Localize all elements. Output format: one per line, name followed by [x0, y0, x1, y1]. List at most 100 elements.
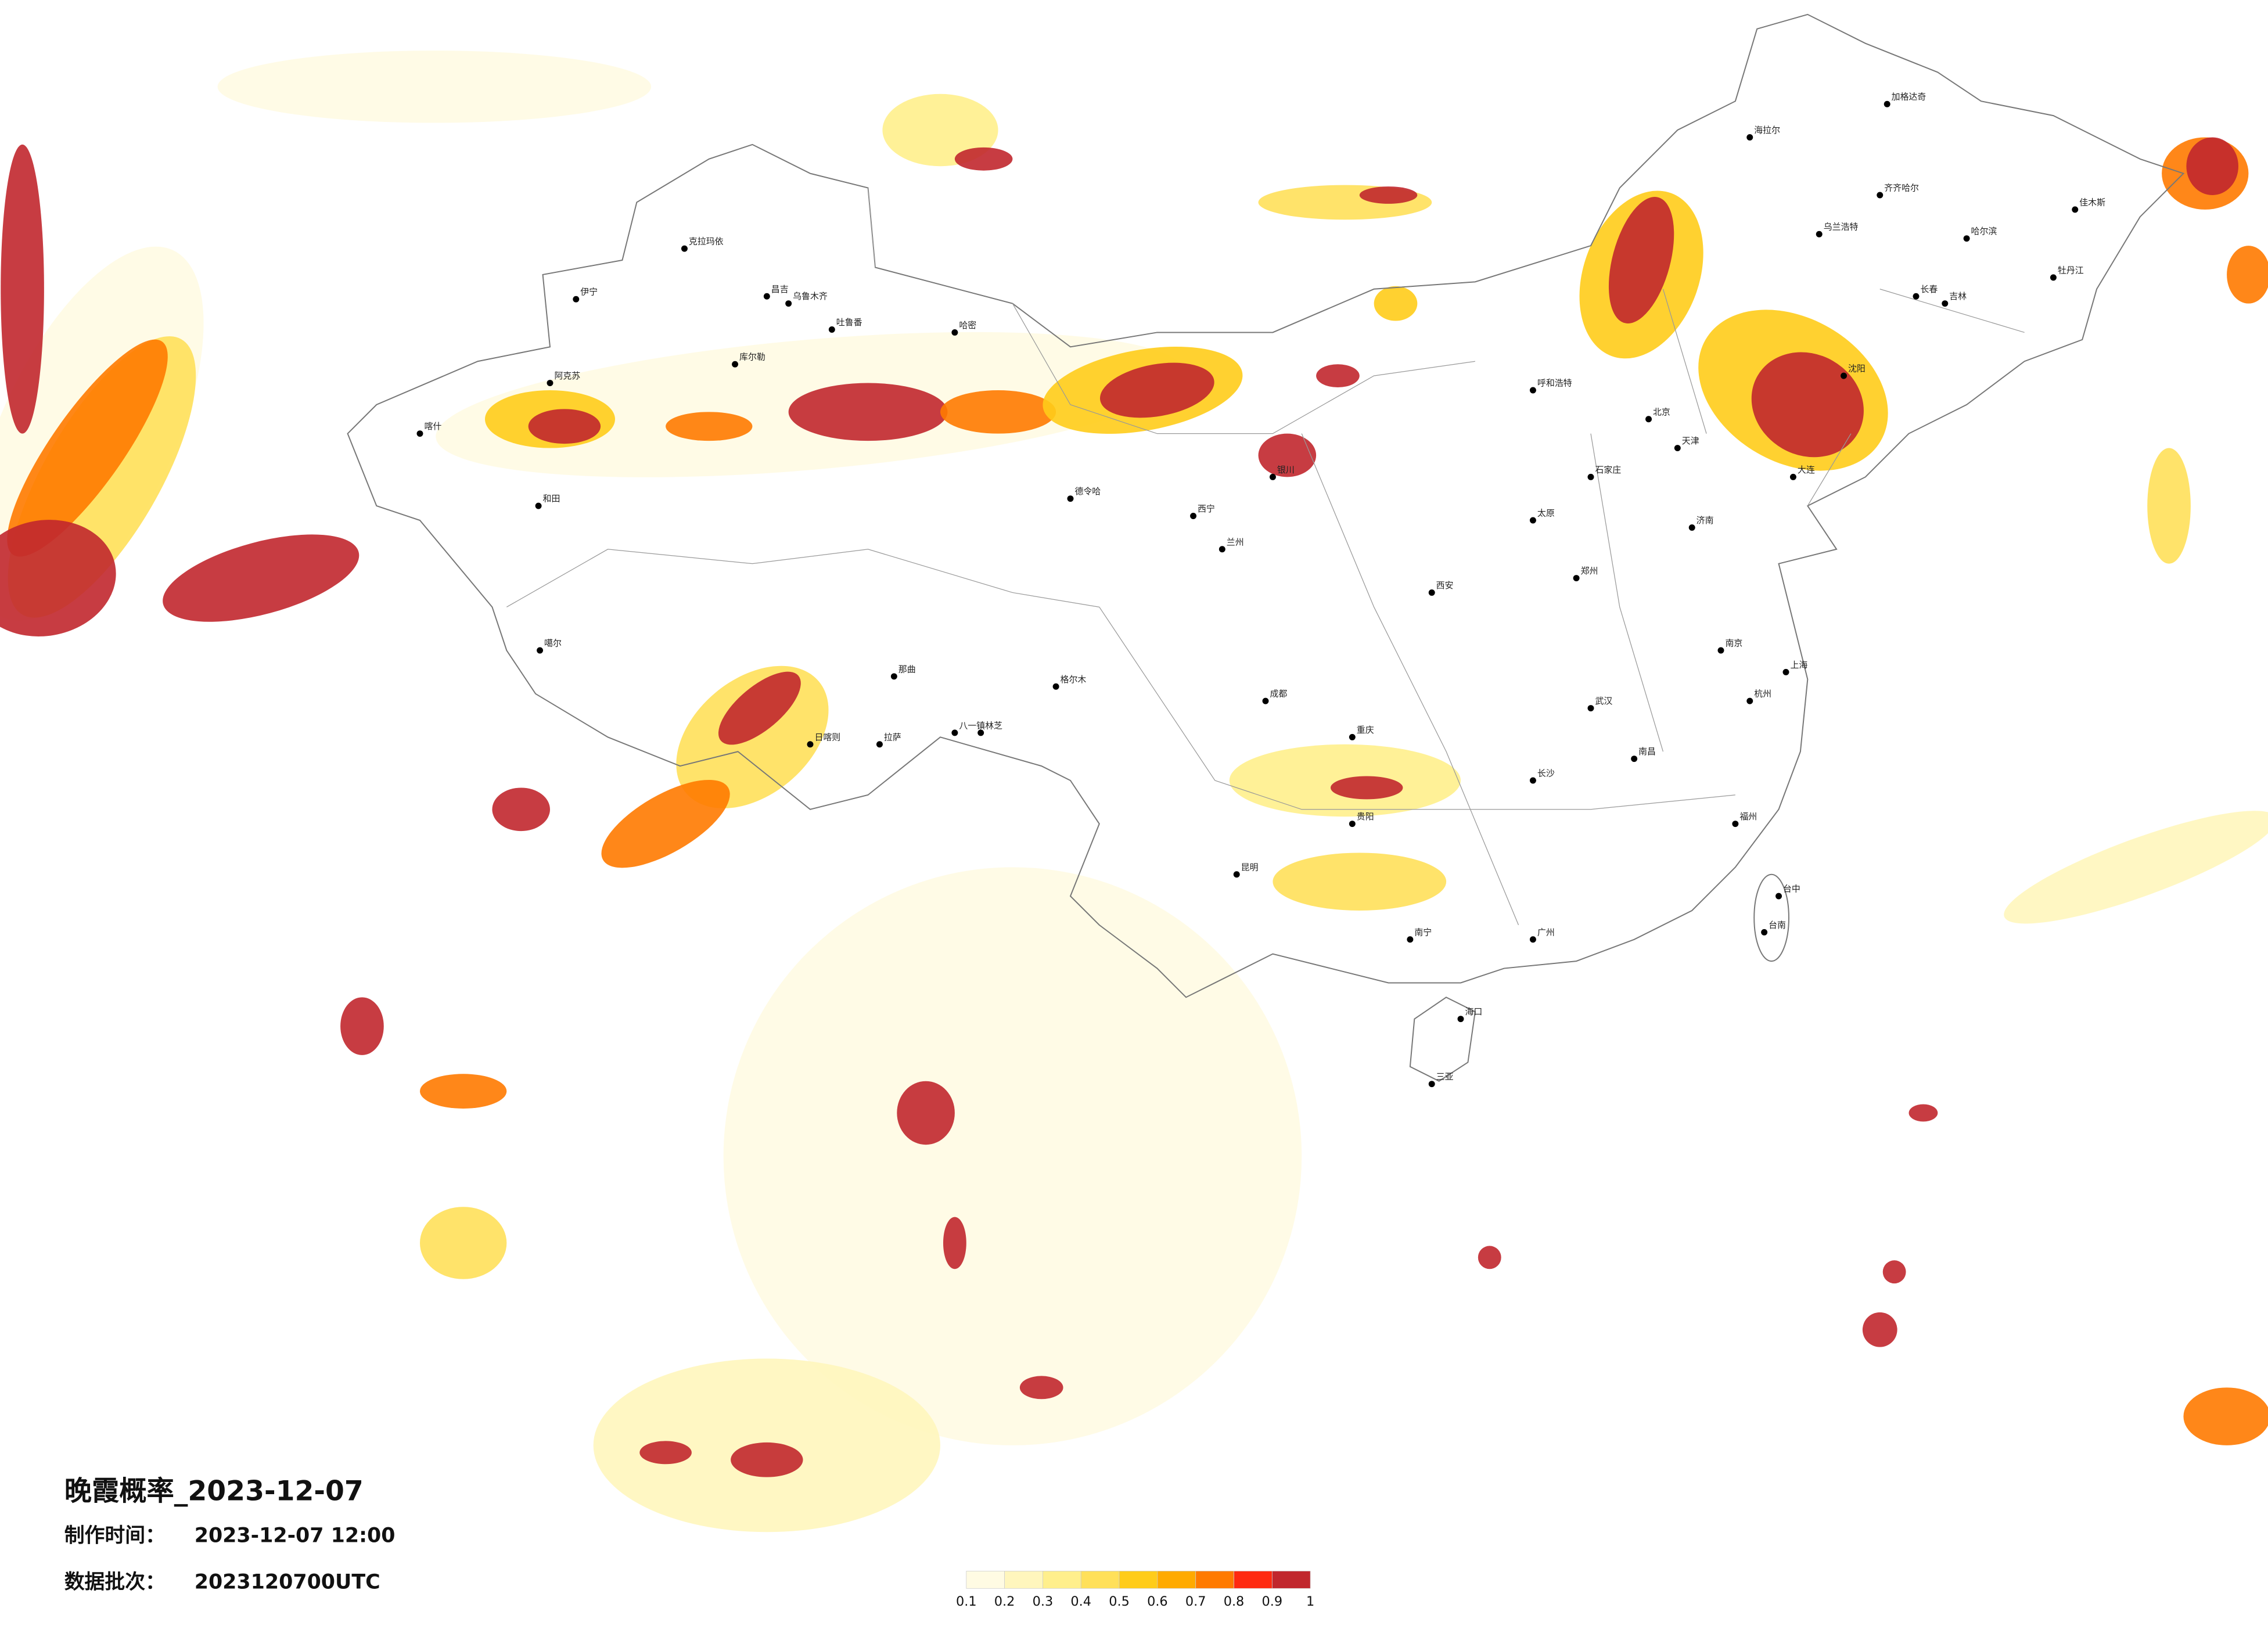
- city-dot: [1190, 513, 1197, 520]
- probability-blob: [1478, 1246, 1501, 1269]
- city-label: 南京: [1725, 638, 1742, 649]
- city-dot: [1942, 300, 1949, 307]
- city-label: 呼和浩特: [1537, 378, 1572, 388]
- city-label: 大连: [1798, 465, 1815, 475]
- city-label: 吐鲁番: [836, 317, 862, 328]
- city-label: 哈尔滨: [1971, 226, 1997, 236]
- city-label: 西宁: [1198, 503, 1215, 514]
- city-label: 沈阳: [1848, 364, 1866, 374]
- city-dot: [1269, 473, 1276, 480]
- city-dot: [1529, 777, 1536, 784]
- city-label: 克拉玛依: [689, 236, 724, 247]
- legend-tick-label: 0.6: [1147, 1594, 1168, 1609]
- city-label: 齐齐哈尔: [1884, 183, 1919, 193]
- probability-blob: [943, 1217, 966, 1269]
- city-label: 兰州: [1227, 537, 1244, 547]
- city-dot: [1761, 929, 1768, 936]
- title: 晚霞概率_2023-12-07: [64, 1475, 364, 1507]
- city-label: 重庆: [1357, 725, 1374, 735]
- city-label: 西安: [1436, 580, 1454, 591]
- probability-blob: [1751, 352, 1864, 458]
- city-label: 海口: [1465, 1006, 1482, 1017]
- city-label: 天津: [1682, 436, 1699, 446]
- city-dot: [1349, 821, 1356, 828]
- city-dot: [1688, 524, 1695, 531]
- legend: 0.1 0.2 0.3 0.4 0.5 0.6 0.7 0.8 0.9 1: [956, 1571, 1314, 1609]
- probability-blob: [163, 534, 360, 622]
- probability-blob: [340, 997, 384, 1055]
- city-label: 和田: [543, 494, 560, 504]
- city-dot: [1067, 495, 1074, 502]
- city-label: 库尔勒: [739, 352, 765, 362]
- city-dot: [890, 673, 897, 680]
- city-label: 南昌: [1638, 746, 1656, 757]
- probability-blob: [1862, 1312, 1897, 1347]
- legend-tick-label: 0.8: [1224, 1594, 1245, 1609]
- batch-label: 数据批次：: [64, 1570, 166, 1593]
- legend-swatch: [966, 1571, 1005, 1589]
- probability-blob: [1099, 362, 1214, 418]
- probability-blob: [419, 1207, 507, 1279]
- probability-blob: [1374, 286, 1418, 321]
- city-label: 三亚: [1436, 1071, 1454, 1082]
- city-dot: [2072, 206, 2079, 213]
- probability-blob: [601, 779, 730, 868]
- probability-blob: [1882, 1260, 1906, 1284]
- city-dot: [1052, 683, 1059, 690]
- legend-tick-label: 0.7: [1185, 1594, 1206, 1609]
- probability-blob: [2227, 246, 2268, 304]
- city-dot: [951, 329, 958, 336]
- legend-swatch: [1234, 1571, 1273, 1589]
- probability-blob: [731, 1442, 803, 1477]
- legend-tick-label: 0.2: [994, 1594, 1015, 1609]
- city-dot: [1529, 387, 1536, 394]
- city-label: 福州: [1739, 811, 1757, 822]
- city-dot: [547, 380, 553, 387]
- city-dot: [1746, 697, 1753, 704]
- city-label: 海拉尔: [1754, 125, 1780, 135]
- city-dot: [1407, 936, 1414, 943]
- probability-blob: [492, 787, 550, 832]
- city-dot: [977, 729, 984, 736]
- probability-field: [0, 51, 2268, 1533]
- city-label: 长春: [1920, 284, 1938, 294]
- city-dot: [828, 326, 835, 333]
- probability-blob: [2186, 137, 2239, 195]
- probability-blob: [1019, 1376, 1063, 1400]
- probability-blob: [1359, 186, 1418, 204]
- city-label: 乌鲁木齐: [793, 291, 828, 301]
- city-label: 昌吉: [771, 284, 789, 294]
- probability-blob: [940, 390, 1056, 434]
- city-label: 银川: [1277, 465, 1295, 475]
- probability-blob: [882, 93, 998, 167]
- city-dot: [681, 245, 688, 252]
- city-dot: [1529, 936, 1536, 943]
- city-dot: [416, 430, 423, 437]
- legend-swatch: [1271, 1571, 1311, 1589]
- probability-blob: [1608, 197, 1674, 323]
- city-dot: [763, 293, 770, 300]
- city-dot: [1841, 372, 1848, 379]
- city-label: 伊宁: [580, 287, 598, 297]
- city-label: 吉林: [1949, 291, 1967, 301]
- taiwan-border: [1753, 873, 1789, 962]
- probability-blob: [2147, 448, 2191, 564]
- probability-blob: [419, 1074, 507, 1109]
- city-dot: [1349, 733, 1356, 740]
- city-dot: [785, 300, 792, 307]
- legend-swatch: [1119, 1571, 1158, 1589]
- city-label: 北京: [1653, 406, 1670, 417]
- probability-blob: [718, 671, 801, 745]
- city-dot: [537, 647, 544, 654]
- city-dot: [1775, 893, 1782, 900]
- city-label: 上海: [1790, 660, 1807, 670]
- city-dot: [876, 741, 883, 748]
- city-label: 乌兰浩特: [1824, 222, 1859, 232]
- city-label: 石家庄: [1595, 465, 1621, 475]
- legend-tick-label: 0.1: [956, 1594, 977, 1609]
- city-label: 南宁: [1414, 927, 1432, 937]
- city-dot: [1963, 235, 1970, 242]
- city-label: 成都: [1270, 689, 1287, 699]
